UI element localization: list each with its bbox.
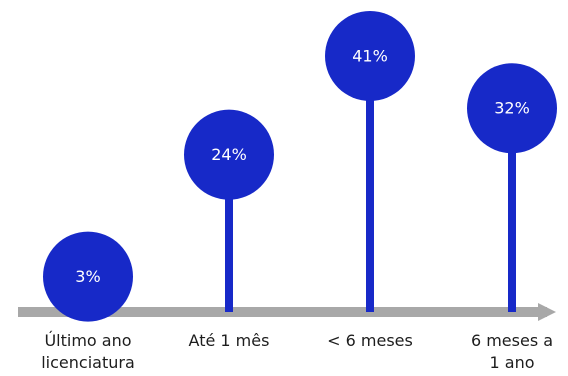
data-label-1: 24% [211,145,247,164]
category-label-line-2-0: < 6 meses [327,331,413,350]
category-label-line-1-0: Até 1 mês [189,331,270,350]
category-label-0: Último ano licenciatura [41,331,135,372]
category-label-1: Até 1 mês [189,331,270,350]
label-layer: 3% Último ano licenciatura 24% Até 1 mês 41% <… [41,47,553,373]
data-label-2: 41% [352,47,388,66]
category-label-line-0-0: Último ano [44,331,131,350]
category-label-2: < 6 meses [327,331,413,350]
bubble-layer [43,11,557,322]
data-label-3: 32% [494,99,530,118]
bubble-0 [43,231,133,322]
category-label-3: 6 meses a 1 ano [471,331,553,372]
bubble-2 [325,11,415,101]
category-label-line-0-1: licenciatura [41,353,135,372]
stem-layer [225,99,516,312]
bubble-3 [467,63,557,154]
bubble-1 [184,109,274,200]
category-label-line-3-1: 1 ano [490,353,535,372]
data-label-0: 3% [75,267,100,286]
category-label-line-3-0: 6 meses a [471,331,553,350]
